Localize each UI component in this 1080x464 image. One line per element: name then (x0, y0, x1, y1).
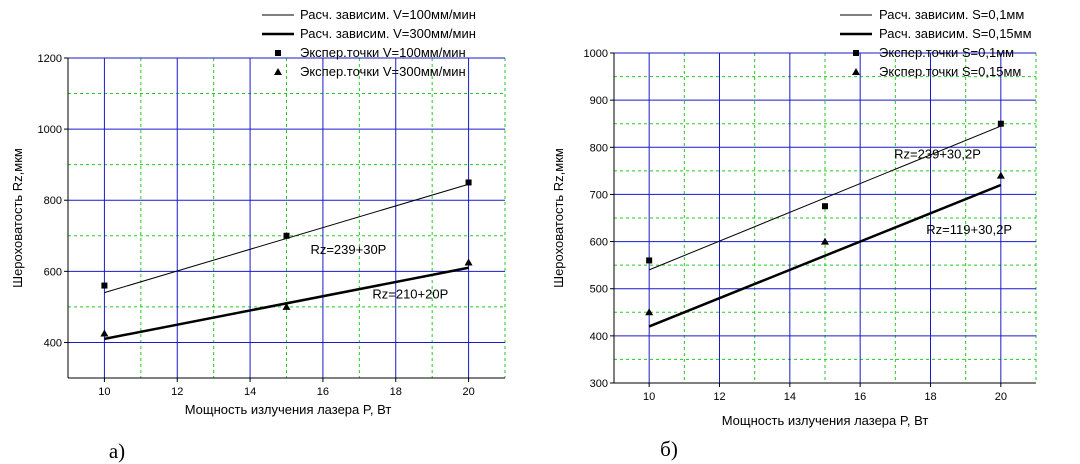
legend-label: Экспер.точки V=100мм/мин (300, 45, 466, 60)
data-point-3 (996, 171, 1005, 179)
legend-label: Экспер.точки V=300мм/мин (300, 64, 466, 79)
x-tick-label: 20 (995, 391, 1007, 403)
data-point-2 (997, 120, 1004, 127)
series-line-1 (648, 183, 1002, 328)
y-tick-label: 400 (590, 331, 608, 343)
chart-a: 10 12 14 16 18 20 400 600 800 1000 1200 Мощность из… (10, 7, 506, 463)
data-point-3 (100, 329, 109, 337)
legend-swatch (853, 50, 859, 56)
chart-b: 10 12 14 16 18 20 300 400 500 600 700 800 900 1000 Мощ… (551, 7, 1037, 461)
y-tick-label: 1000 (584, 48, 608, 60)
x-tick-label: 18 (390, 386, 402, 398)
data-point-2 (646, 257, 653, 264)
x-axis-label: Мощность излучения лазера P, Вт (185, 402, 392, 417)
equation-annotation: Rz=210+20P (372, 286, 448, 301)
y-tick-label: 700 (590, 189, 608, 201)
data-point-3 (821, 237, 829, 245)
equation-annotation: Rz=239+30P (310, 242, 386, 257)
legend-label: Экспер.точки S=0,15мм (879, 64, 1021, 79)
legend-label: Расч. зависим. V=100мм/мин (300, 7, 476, 22)
x-tick-label: 10 (643, 391, 655, 403)
y-tick-label: 1200 (38, 53, 62, 65)
x-tick-label: 16 (854, 391, 866, 403)
legend-label: Экспер.точки S=0,1мм (879, 45, 1014, 60)
legend-label: Расч. зависим. S=0,15мм (879, 26, 1032, 41)
x-tick-label: 14 (784, 391, 796, 403)
figure-caption: а) (109, 439, 125, 463)
data-point-3 (282, 302, 291, 310)
y-tick-label: 300 (590, 378, 608, 390)
x-tick-label: 12 (713, 391, 725, 403)
figure-caption: б) (660, 437, 678, 461)
data-point-3 (464, 258, 473, 266)
y-axis-label: Шероховатость Rz,мкм (10, 148, 25, 288)
data-point-2 (465, 179, 472, 186)
x-tick-label: 16 (317, 386, 329, 398)
y-tick-label: 400 (44, 337, 62, 349)
equation-annotation: Rz=239+30,2P (894, 146, 981, 161)
y-tick-label: 800 (44, 195, 62, 207)
y-tick-label: 600 (590, 237, 608, 249)
x-tick-label: 18 (924, 391, 936, 403)
y-axis-label: Шероховатость Rz,мкм (551, 148, 566, 288)
data-point-2 (101, 282, 108, 289)
legend-swatch (275, 50, 281, 56)
x-tick-label: 14 (244, 386, 256, 398)
legend-label: Расч. зависим. S=0,1мм (879, 7, 1024, 22)
legend-swatch (274, 68, 282, 75)
y-tick-label: 900 (590, 95, 608, 107)
y-tick-label: 500 (590, 284, 608, 296)
x-axis-label: Мощность излучения лазера P, Вт (722, 413, 929, 428)
y-tick-label: 1000 (38, 124, 62, 136)
series-line-0 (648, 125, 1002, 271)
x-tick-label: 20 (462, 386, 474, 398)
data-point-2 (822, 203, 828, 210)
data-point-3 (645, 308, 654, 316)
y-tick-label: 800 (590, 142, 608, 154)
y-tick-label: 600 (44, 266, 62, 278)
data-point-2 (283, 232, 290, 239)
x-tick-label: 12 (171, 386, 183, 398)
equation-annotation: Rz=119+30,2P (926, 222, 1012, 237)
x-tick-label: 10 (98, 386, 110, 398)
legend-swatch (852, 68, 860, 75)
legend-label: Расч. зависим. V=300мм/мин (300, 26, 476, 41)
